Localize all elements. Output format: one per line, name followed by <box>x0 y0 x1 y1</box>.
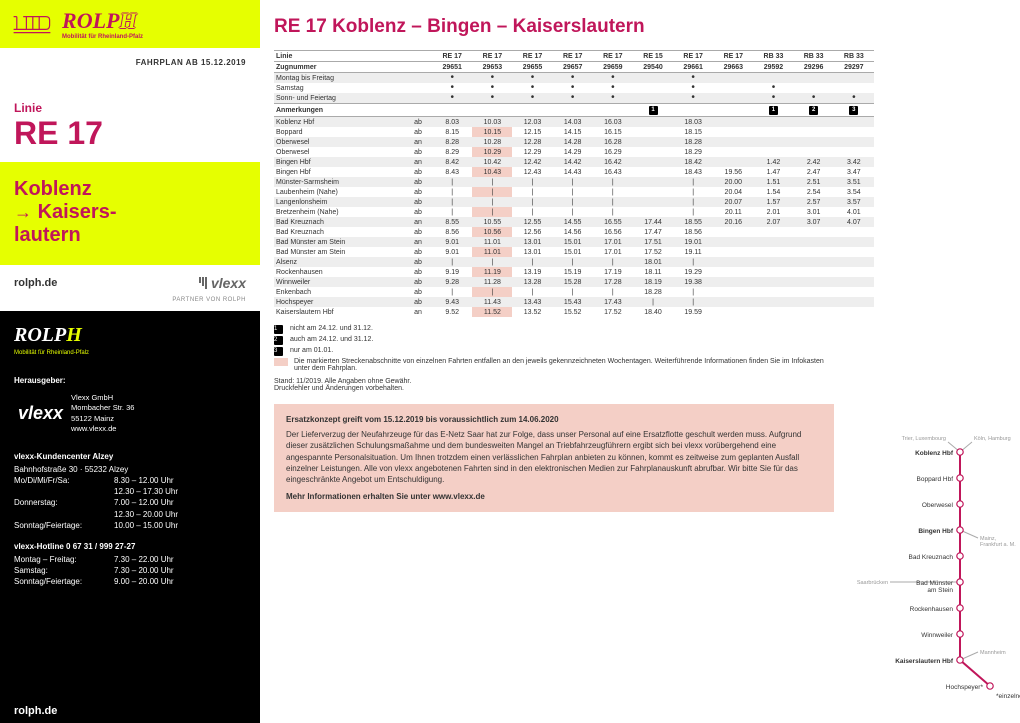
sidebar: ROLPH Mobilität für Rheinland-Pfalz FAHR… <box>0 0 260 723</box>
partner-label: PARTNER VON ROLPH <box>0 297 260 311</box>
svg-text:Trier, Luxembourg: Trier, Luxembourg <box>902 436 946 442</box>
svg-text:Mannheim: Mannheim <box>980 650 1006 656</box>
arrow-right-icon: → <box>14 202 32 222</box>
svg-text:Rockenhausen: Rockenhausen <box>910 606 954 613</box>
line-badge: Linie RE 17 <box>0 87 260 162</box>
svg-text:Bingen Hbf: Bingen Hbf <box>918 528 953 535</box>
svg-text:Saarbrücken: Saarbrücken <box>857 580 888 586</box>
rolph-logo-dark: ROLPH <box>14 321 246 349</box>
svg-text:Winnweiler: Winnweiler <box>921 632 954 639</box>
publisher-panel: ROLPH Mobilität für Rheinland-Pfalz Hera… <box>0 311 260 699</box>
notice-box: Ersatzkonzept greift vom 15.12.2019 bis … <box>274 404 834 512</box>
brand-bar: ROLPH Mobilität für Rheinland-Pfalz <box>0 0 260 48</box>
route-from: Koblenz <box>14 178 92 200</box>
partner-row: rolph.de vlexx <box>0 265 260 297</box>
center-heading: vlexx-Kundencenter Alzey <box>14 451 246 462</box>
svg-text:Bad Münster: Bad Münster <box>916 580 954 587</box>
timetable: LinieRE 17RE 17RE 17RE 17RE 17RE 15RE 17… <box>274 50 874 317</box>
rolph-tagline: Mobilität für Rheinland-Pfalz <box>62 34 143 40</box>
svg-text:Boppard Hbf: Boppard Hbf <box>917 476 954 483</box>
rolph-tagline-dark: Mobilität für Rheinland-Pfalz <box>14 349 246 357</box>
svg-text:Köln, Hamburg: Köln, Hamburg <box>974 436 1011 442</box>
footnotes: 1nicht am 24.12. und 31.12.2auch am 24.1… <box>274 325 834 372</box>
hotline-heading: vlexx-Hotline 0 67 31 / 999 27-27 <box>14 541 246 552</box>
line-code: RE 17 <box>14 115 246 152</box>
rolph-logo: ROLPH <box>62 8 143 34</box>
svg-text:*einzelne Halte: *einzelne Halte <box>996 693 1020 700</box>
svg-text:Koblenz Hbf: Koblenz Hbf <box>915 450 954 457</box>
svg-text:Hochspeyer*: Hochspeyer* <box>946 684 984 691</box>
page-title: RE 17 Koblenz – Bingen – Kaiserslautern <box>274 16 1006 38</box>
svg-text:Oberwesel: Oberwesel <box>922 502 954 509</box>
vlexx-logo-dark: vlexx <box>14 401 63 426</box>
svg-text:Kaiserslautern Hbf: Kaiserslautern Hbf <box>895 658 954 665</box>
vlexx-logo: vlexx <box>199 275 246 291</box>
notice-link: Mehr Informationen erhalten Sie unter ww… <box>286 491 822 502</box>
notice-heading: Ersatzkonzept greift vom 15.12.2019 bis … <box>286 414 822 425</box>
route-map: Trier, LuxembourgKöln, HamburgKoblenz Hb… <box>840 440 1010 712</box>
pub-city: 55122 Mainz <box>71 414 134 425</box>
valid-from: FAHRPLAN AB 15.12.2019 <box>0 48 260 87</box>
train-icon <box>12 11 52 38</box>
pub-web: www.vlexx.de <box>71 424 134 435</box>
hotline-hours: Montag – Freitag:7.30 – 22.00 UhrSamstag… <box>14 554 246 588</box>
svg-text:Frankfurt a. M.: Frankfurt a. M. <box>980 542 1016 548</box>
stand-note: Stand: 11/2019. Alle Angaben ohne Gewähr… <box>274 378 1006 392</box>
route-block: Koblenz → Kaisers-lautern <box>0 162 260 265</box>
notice-body: Der Lieferverzug der Neufahrzeuge für da… <box>286 429 822 485</box>
publisher-heading: Herausgeber: <box>14 375 246 386</box>
center-hours: Mo/Di/Mi/Fr/Sa:8.30 – 12.00 Uhr12.30 – 1… <box>14 475 246 531</box>
rolph-site: rolph.de <box>14 277 57 289</box>
sidebar-footer: rolph.de <box>0 699 260 723</box>
main: RE 17 Koblenz – Bingen – Kaiserslautern … <box>260 0 1020 723</box>
center-addr: Bahnhofstraße 30 · 55232 Alzey <box>14 464 246 475</box>
pub-company: Vlexx GmbH <box>71 393 134 404</box>
line-label: Linie <box>14 101 246 115</box>
pub-street: Mombacher Str. 36 <box>71 403 134 414</box>
svg-text:am Stein: am Stein <box>927 587 953 594</box>
svg-text:Bad Kreuznach: Bad Kreuznach <box>909 554 954 561</box>
